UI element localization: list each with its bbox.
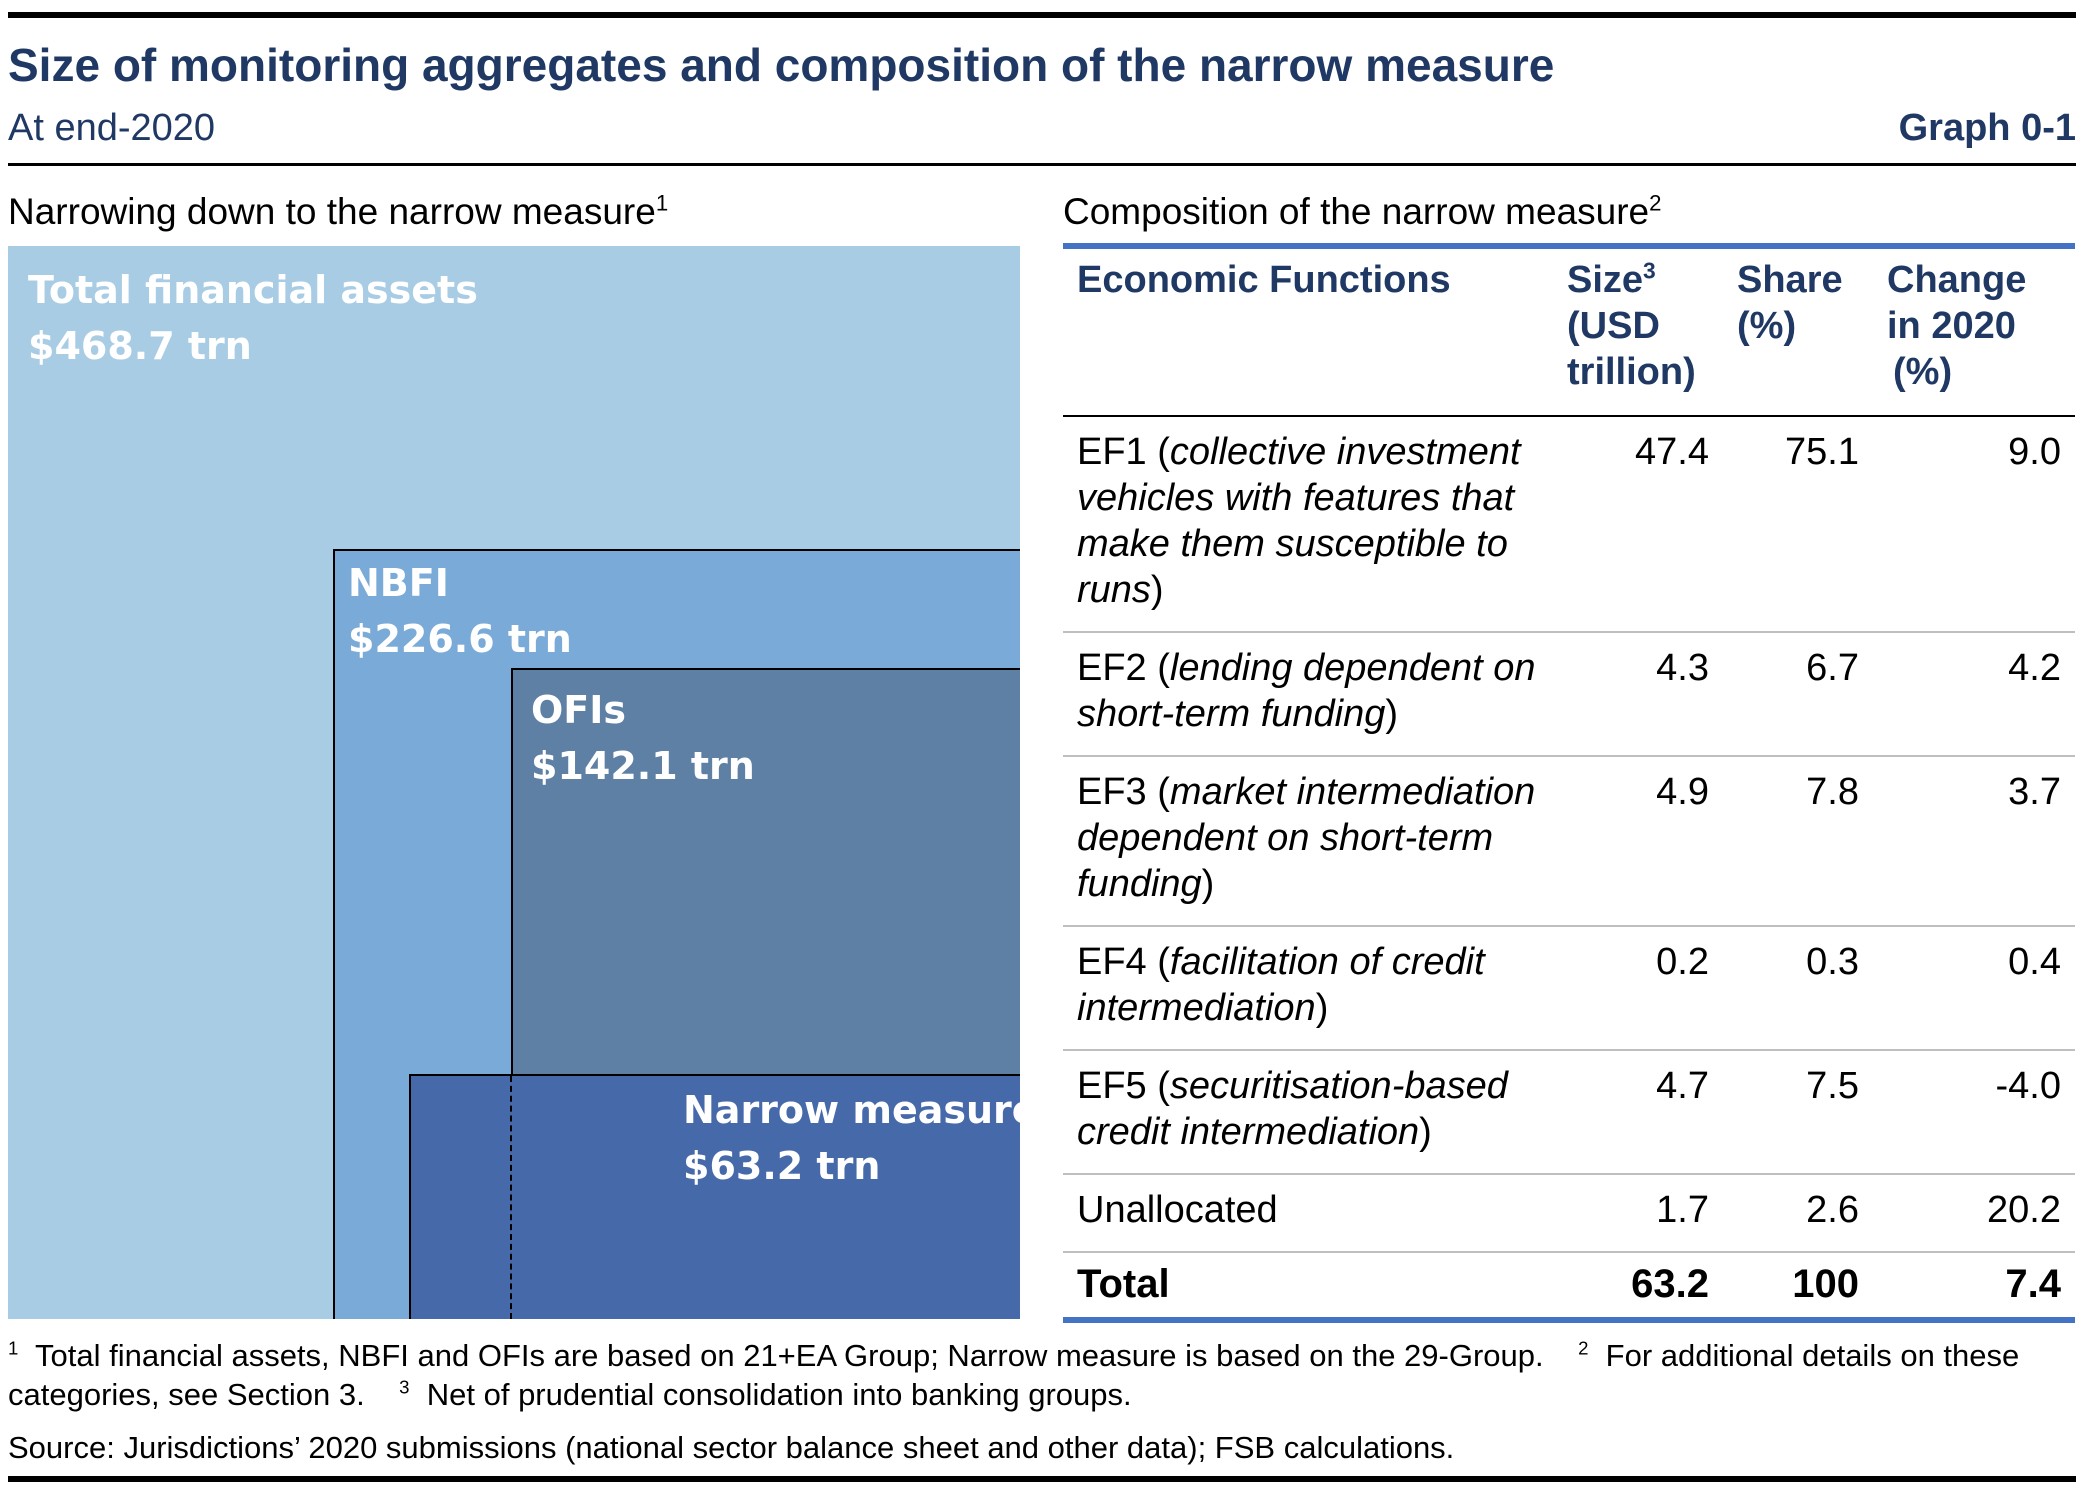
row-paren-open: (: [1147, 771, 1170, 813]
row-paren-close: ): [1385, 693, 1398, 735]
row-code: EF4: [1077, 941, 1147, 983]
row-code: Unallocated: [1077, 1189, 1278, 1231]
total-label-value: $468.7 trn: [28, 318, 478, 374]
row-function: EF4 (facilitation of credit intermediati…: [1063, 926, 1553, 1050]
row-size: 0.2: [1553, 926, 1723, 1050]
col-header-change-l2: in 2020: [1887, 305, 2016, 347]
row-paren-open: (: [1147, 647, 1170, 689]
col-header-size-l3: trillion): [1567, 351, 1696, 393]
table-row: EF2 (lending dependent on short-term fun…: [1063, 632, 2075, 756]
row-share: 75.1: [1723, 416, 1873, 632]
nbfi-label: NBFI $226.6 trn: [348, 555, 572, 667]
row-change: 0.4: [1873, 926, 2075, 1050]
total-label-name: Total financial assets: [28, 262, 478, 318]
table-row: Unallocated 1.7 2.6 20.2: [1063, 1174, 2075, 1252]
row-change: 9.0: [1873, 416, 2075, 632]
left-panel-title-note: 1: [656, 191, 668, 216]
row-size: 4.9: [1553, 756, 1723, 926]
row-change: 20.2: [1873, 1174, 2075, 1252]
col-header-share: Share (%): [1723, 246, 1873, 416]
footnotes: 1 Total financial assets, NBFI and OFIs …: [8, 1336, 2078, 1414]
table-row: EF4 (facilitation of credit intermediati…: [1063, 926, 2075, 1050]
row-paren-close: ): [1316, 987, 1329, 1029]
total-size: 63.2: [1553, 1252, 1723, 1320]
row-change: 3.7: [1873, 756, 2075, 926]
total-label: Total: [1063, 1252, 1553, 1320]
row-share: 0.3: [1723, 926, 1873, 1050]
ofis-dashed-boundary: [510, 1076, 512, 1319]
col-header-size-l2: (USD: [1567, 305, 1660, 347]
top-rule: [8, 12, 2076, 18]
col-header-change-l1: Change: [1887, 259, 2026, 301]
row-share: 2.6: [1723, 1174, 1873, 1252]
narrow-measure-label: Narrow measure $63.2 trn: [683, 1082, 1038, 1194]
table-header-row: Economic Functions Size3 (USD trillion) …: [1063, 246, 2075, 416]
right-panel-title-text: Composition of the narrow measure: [1063, 191, 1649, 232]
col-header-share-l1: Share: [1737, 259, 1843, 301]
total-label: Total financial assets $468.7 trn: [28, 262, 478, 374]
narrow-label-name: Narrow measure: [683, 1082, 1038, 1138]
col-header-share-l2: (%): [1737, 305, 1796, 347]
header-rule: [8, 163, 2076, 166]
row-paren-close: ): [1151, 569, 1164, 611]
table-row: EF5 (securitisation-based credit interme…: [1063, 1050, 2075, 1174]
row-function: EF1 (collective investment vehicles with…: [1063, 416, 1553, 632]
row-share: 7.5: [1723, 1050, 1873, 1174]
composition-table: Economic Functions Size3 (USD trillion) …: [1063, 243, 2075, 1323]
row-share: 6.7: [1723, 632, 1873, 756]
row-share: 7.8: [1723, 756, 1873, 926]
ofis-label-name: OFIs: [531, 682, 755, 738]
ofis-label: OFIs $142.1 trn: [531, 682, 755, 794]
ofis-label-value: $142.1 trn: [531, 738, 755, 794]
col-header-size: Size3 (USD trillion): [1553, 246, 1723, 416]
col-header-function: Economic Functions: [1063, 246, 1553, 416]
row-function: EF3 (market intermediation dependent on …: [1063, 756, 1553, 926]
row-code: EF5: [1077, 1065, 1147, 1107]
row-paren-close: ): [1202, 863, 1215, 905]
col-header-size-l1: Size: [1567, 259, 1643, 301]
row-paren-open: (: [1147, 941, 1170, 983]
left-panel-title: Narrowing down to the narrow measure1: [8, 191, 668, 233]
row-paren-open: (: [1147, 1065, 1170, 1107]
row-change: 4.2: [1873, 632, 2075, 756]
table-row: EF1 (collective investment vehicles with…: [1063, 416, 2075, 632]
row-code: EF3: [1077, 771, 1147, 813]
col-header-change: Change in 2020 (%): [1873, 246, 2075, 416]
row-paren-close: ): [1419, 1111, 1432, 1153]
footnote-1-text: Total financial assets, NBFI and OFIs ar…: [35, 1338, 1544, 1373]
total-share: 100: [1723, 1252, 1873, 1320]
narrow-label-value: $63.2 trn: [683, 1138, 1038, 1194]
row-paren-open: (: [1147, 431, 1170, 473]
bottom-rule: [8, 1476, 2076, 1482]
graph-title: Size of monitoring aggregates and compos…: [8, 38, 1554, 92]
graph-subtitle: At end-2020: [8, 107, 215, 150]
footnote-3-mark: 3: [399, 1377, 409, 1398]
col-header-size-note: 3: [1643, 257, 1656, 283]
source-note: Source: Jurisdictions’ 2020 submissions …: [8, 1428, 2078, 1467]
row-code: EF2: [1077, 647, 1147, 689]
right-panel-title: Composition of the narrow measure2: [1063, 191, 1661, 233]
col-header-change-l3: (%): [1887, 351, 1952, 393]
nbfi-label-name: NBFI: [348, 555, 572, 611]
row-function: EF2 (lending dependent on short-term fun…: [1063, 632, 1553, 756]
graph-number: Graph 0-1: [1899, 107, 2076, 150]
table-total-row: Total 63.2 100 7.4: [1063, 1252, 2075, 1320]
right-panel-title-note: 2: [1649, 191, 1661, 216]
table-row: EF3 (market intermediation dependent on …: [1063, 756, 2075, 926]
footnote-1-mark: 1: [8, 1338, 18, 1359]
nbfi-label-value: $226.6 trn: [348, 611, 572, 667]
footnote-2-mark: 2: [1578, 1338, 1588, 1359]
total-change: 7.4: [1873, 1252, 2075, 1320]
row-code: EF1: [1077, 431, 1147, 473]
row-size: 4.3: [1553, 632, 1723, 756]
left-panel-title-text: Narrowing down to the narrow measure: [8, 191, 656, 232]
row-size: 1.7: [1553, 1174, 1723, 1252]
row-size: 47.4: [1553, 416, 1723, 632]
row-size: 4.7: [1553, 1050, 1723, 1174]
row-function: EF5 (securitisation-based credit interme…: [1063, 1050, 1553, 1174]
row-change: -4.0: [1873, 1050, 2075, 1174]
row-function: Unallocated: [1063, 1174, 1553, 1252]
footnote-3-text: Net of prudential consolidation into ban…: [427, 1377, 1132, 1412]
